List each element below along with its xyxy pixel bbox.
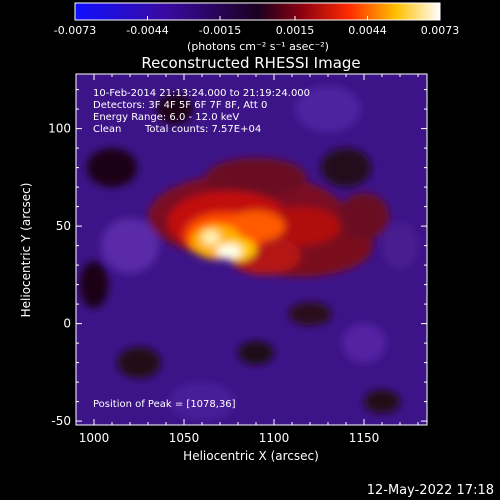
y-axis-ticks: -50 0 50 100: [48, 89, 427, 428]
colorbar-tick-label: -0.0044: [126, 24, 168, 37]
heatmap-cell: [101, 218, 159, 273]
colorbar-tick-label: 0.0015: [276, 24, 315, 37]
heatmap-cell: [202, 230, 220, 246]
heatmap-cell: [227, 210, 285, 242]
chart-title: Reconstructed RHESSI Image: [141, 54, 360, 72]
annotation-method: Clean: [93, 124, 121, 135]
peak-position-label: Position of Peak = [1078,36]: [93, 399, 236, 410]
y-axis-label: Heliocentric Y (arcsec): [19, 183, 33, 318]
x-axis-label: Heliocentric X (arcsec): [183, 449, 319, 463]
heatmap-cell: [261, 206, 341, 246]
heatmap-cell: [364, 389, 400, 414]
x-tick-label: 1000: [79, 431, 110, 445]
heatmap-cell: [288, 302, 332, 326]
x-tick-label: 1050: [169, 431, 200, 445]
heatmap-cell: [86, 148, 138, 188]
y-tick-label: 50: [56, 219, 71, 233]
y-tick-label: 100: [48, 122, 71, 136]
x-axis-ticks: 1000 1050 1100 1150: [79, 74, 419, 445]
annotation-total-counts: Total counts: 7.57E+04: [144, 124, 261, 135]
heatmap-cell: [320, 148, 372, 188]
colorbar-ticks: -0.0073 -0.0044 -0.0015 0.0015 0.0044 0.0073: [54, 16, 459, 37]
heatmap-cell: [238, 341, 274, 365]
heatmap-cell: [342, 323, 386, 363]
heatmap-cell: [382, 222, 418, 269]
colorbar: -0.0073 -0.0044 -0.0015 0.0015 0.0044 0.0073 …: [54, 2, 459, 53]
y-tick-label: -50: [51, 414, 71, 428]
heatmap-cell: [295, 85, 361, 133]
heatmap-cell: [205, 157, 307, 197]
colorbar-gradient: [74, 2, 441, 21]
heatmap-emission: [79, 85, 418, 422]
heatmap-cell: [157, 93, 193, 125]
plot-frame: [75, 73, 428, 426]
x-tick-label: 1150: [349, 431, 380, 445]
heatmap-cells: [79, 85, 418, 422]
heatmap-cell: [338, 192, 390, 240]
annotation-detectors: Detectors: 3F 4F 5F 6F 7F 8F, Att 0: [93, 100, 267, 111]
annotation-block: 10-Feb-2014 21:13:24.000 to 21:19:24.000…: [93, 88, 310, 135]
heatmap-cell: [216, 243, 242, 260]
annotation-time-range: 10-Feb-2014 21:13:24.000 to 21:19:24.000: [93, 88, 310, 99]
colorbar-tick-label: -0.0073: [54, 24, 96, 37]
colorbar-tick-label: -0.0015: [199, 24, 241, 37]
footer-timestamp: 12-May-2022 17:18: [367, 483, 494, 498]
y-tick-label: 0: [63, 317, 71, 331]
colorbar-unit-label: (photons cm⁻² s⁻¹ asec⁻²): [187, 40, 329, 53]
colorbar-tick-label: 0.0073: [421, 24, 460, 37]
annotation-energy-range: Energy Range: 6.0 - 12.0 keV: [93, 112, 239, 123]
heatmap-plot: 1000 1050 1100 1150 -50 0 50 100: [48, 73, 428, 445]
colorbar-tick-label: 0.0044: [348, 24, 387, 37]
heatmap-cell: [79, 261, 109, 308]
x-tick-label: 1100: [259, 431, 290, 445]
heatmap-cell: [169, 382, 235, 422]
heatmap-cell: [117, 347, 161, 379]
